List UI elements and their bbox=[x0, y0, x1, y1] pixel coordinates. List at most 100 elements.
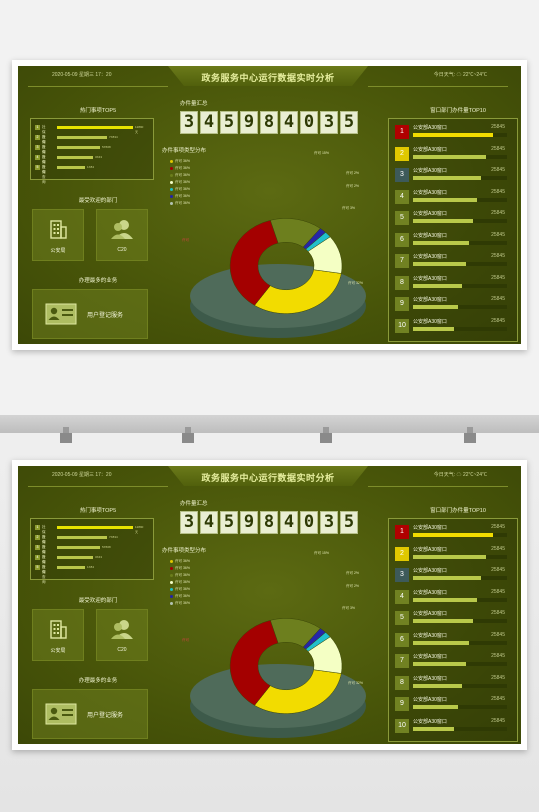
dept-rank-row[interactable]: 9 公安部A30窗口 25845 bbox=[395, 295, 511, 315]
dept-rank-row[interactable]: 6 公安部A30窗口 25845 bbox=[395, 631, 511, 651]
slice-label: 许可 3% bbox=[342, 206, 356, 210]
dept-rank-row[interactable]: 9 公安部A30窗口 25845 bbox=[395, 695, 511, 715]
rank-name: 公安部A30窗口 bbox=[413, 718, 447, 725]
top5-bar bbox=[57, 136, 107, 139]
dept-rank-row[interactable]: 7 公安部A30窗口 25845 bbox=[395, 652, 511, 672]
donut-slice[interactable] bbox=[307, 236, 343, 274]
light-rail bbox=[0, 415, 539, 433]
donut-slice[interactable] bbox=[254, 269, 342, 314]
legend-label: 许可 36% bbox=[175, 166, 190, 170]
dept-rank-row[interactable]: 2 公安部A30窗口 25845 bbox=[395, 545, 511, 565]
rank-track bbox=[413, 219, 507, 223]
dept-rank-row[interactable]: 7 公安部A30窗口 25845 bbox=[395, 252, 511, 272]
weather-text: 今日天气: ☁ 22℃~24℃ bbox=[433, 72, 487, 78]
rank-name: 公安部A30窗口 bbox=[413, 125, 447, 131]
dept-rank-row[interactable]: 4 公安部A30窗口 25845 bbox=[395, 188, 511, 208]
legend-label: 许可 36% bbox=[175, 201, 190, 205]
legend-label: 许可 36% bbox=[175, 159, 190, 163]
dept-card[interactable]: 公安局 bbox=[32, 209, 84, 261]
top5-bar bbox=[57, 126, 133, 129]
donut-chart bbox=[190, 218, 366, 338]
rank-bar bbox=[413, 219, 474, 223]
dept-rank-row[interactable]: 2 公安部A30窗口 25845 bbox=[395, 145, 511, 165]
rank-badge: 7 bbox=[395, 254, 409, 268]
slice-label: 许可 bbox=[182, 638, 189, 642]
rank-name: 公安部A30窗口 bbox=[413, 632, 447, 639]
donut-slice[interactable] bbox=[307, 636, 343, 674]
dept-rank-row[interactable]: 3 公安部A30窗口 25845 bbox=[395, 566, 511, 586]
dept-rank-row[interactable]: 5 公安部A30窗口 25845 bbox=[395, 609, 511, 629]
top5-rank: 4 bbox=[35, 555, 40, 560]
dept-rank-row[interactable]: 1 公安部A30窗口 25845 bbox=[395, 123, 511, 143]
total-digit: 4 bbox=[200, 511, 218, 534]
business-card[interactable]: 用户登记服务 bbox=[32, 689, 148, 739]
legend-label: 许可 36% bbox=[175, 573, 190, 577]
rank-value: 25845 bbox=[491, 253, 505, 259]
dept-rank-row[interactable]: 8 公安部A30窗口 25845 bbox=[395, 274, 511, 294]
donut-slice[interactable] bbox=[229, 619, 279, 706]
rank-bar bbox=[413, 576, 481, 580]
dept-rank-row[interactable]: 3 公安部A30窗口 25845 bbox=[395, 166, 511, 186]
spotlight bbox=[320, 427, 332, 443]
dept-rank-row[interactable]: 6 公安部A30窗口 25845 bbox=[395, 231, 511, 251]
rank-name: 公安部A30窗口 bbox=[413, 297, 447, 303]
top5-rank: 3 bbox=[35, 145, 40, 150]
top5-rank: 2 bbox=[35, 535, 40, 540]
top5-name: 社保查询 bbox=[42, 565, 46, 584]
dept-rank-row[interactable]: 1 公安部A30窗口 25845 bbox=[395, 523, 511, 543]
donut-slice[interactable] bbox=[254, 669, 342, 714]
slice-label: 许可 15% bbox=[314, 151, 329, 155]
rank-badge: 3 bbox=[395, 168, 409, 182]
rank-name: 公安部A30窗口 bbox=[413, 611, 447, 617]
rank-bar bbox=[413, 533, 493, 537]
rank-bar bbox=[413, 705, 459, 709]
slice-label: 许可 2% bbox=[346, 571, 360, 575]
legend-label: 许可 36% bbox=[175, 187, 190, 191]
dashboard-board: 2020-05-09 星期三 17：20 今日天气: ☁ 22℃~24℃ 政务服… bbox=[18, 466, 521, 744]
rank-bar bbox=[413, 283, 462, 288]
dept-rank-row[interactable]: 10 公安部A30窗口 25845 bbox=[395, 317, 511, 337]
dept-rank-row[interactable]: 8 公安部A30窗口 25845 bbox=[395, 674, 511, 694]
rank-value: 25845 bbox=[491, 653, 505, 659]
rank-value: 25845 bbox=[491, 296, 505, 302]
dept-card[interactable]: C20 bbox=[96, 609, 148, 661]
rank-track bbox=[413, 305, 507, 309]
dept-rank-row[interactable]: 5 公安部A30窗口 25845 bbox=[395, 209, 511, 229]
top5-value: 7X834 bbox=[109, 135, 118, 139]
top5-panel: 1 社保查询 12890天 2 社保查询 7X834 3 社保查询 5X568 4 社保查询 3X43… bbox=[30, 518, 154, 584]
page-title: 政务服务中心运行数据实时分析 bbox=[201, 73, 335, 83]
rank-track bbox=[413, 262, 507, 266]
total-digit: 3 bbox=[180, 111, 198, 134]
legend-label: 许可 36% bbox=[175, 559, 190, 563]
rank-name: 公安部A30窗口 bbox=[413, 189, 447, 196]
dept-rank-row[interactable]: 4 公安部A30窗口 25845 bbox=[395, 588, 511, 608]
legend-item: 许可 36% bbox=[170, 580, 190, 585]
dept-rank-row[interactable]: 10 公安部A30窗口 25845 bbox=[395, 717, 511, 737]
legend-swatch bbox=[170, 601, 173, 605]
rank-badge: 8 bbox=[395, 275, 409, 290]
popular-dept-title: 最受欢迎的部门 bbox=[78, 598, 118, 604]
most-business-title: 办理最多的业务 bbox=[78, 678, 118, 684]
dept-card-label: C20 bbox=[117, 647, 127, 653]
rank-badge: 5 bbox=[395, 211, 409, 225]
popular-dept-title: 最受欢迎的部门 bbox=[78, 198, 118, 204]
rank-track bbox=[413, 640, 507, 645]
rank-track bbox=[413, 597, 507, 602]
rank-badge: 6 bbox=[395, 232, 409, 247]
dept-card[interactable]: C20 bbox=[96, 209, 148, 261]
business-card[interactable]: 用户登记服务 bbox=[32, 289, 148, 339]
rank-value: 25845 bbox=[491, 317, 505, 324]
rank-badge: 2 bbox=[395, 146, 409, 161]
total-digit: 5 bbox=[340, 111, 358, 134]
dept-card-label: 公安局 bbox=[50, 248, 66, 254]
dept-top10-panel: 1 公安部A30窗口 25845 2 公安部A30窗口 25845 3 公安部A30窗口 258… bbox=[388, 118, 518, 342]
legend-swatch bbox=[170, 173, 173, 177]
donut-slice[interactable] bbox=[229, 219, 279, 306]
dept-card[interactable]: 公安局 bbox=[32, 609, 84, 661]
legend-swatch bbox=[170, 587, 173, 591]
donut-chart bbox=[190, 618, 366, 738]
rank-value: 25845 bbox=[491, 567, 505, 573]
rank-bar bbox=[413, 597, 477, 602]
dept-top10-panel: 1 公安部A30窗口 25845 2 公安部A30窗口 25845 3 公安部A30窗口 258… bbox=[388, 518, 518, 742]
rank-badge: 6 bbox=[395, 632, 409, 647]
